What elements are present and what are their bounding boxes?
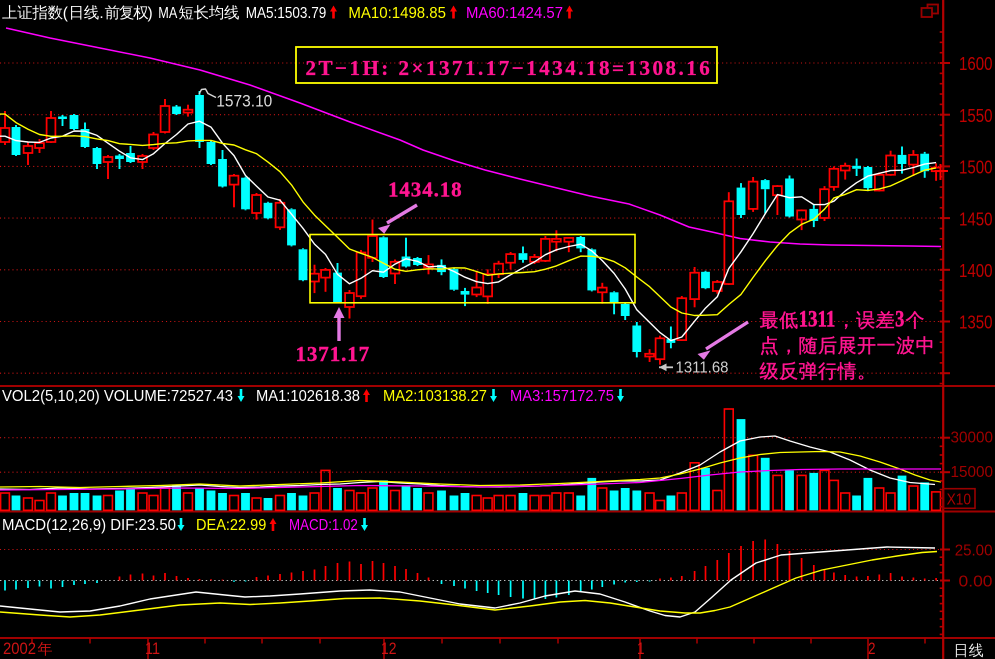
- svg-text:1600: 1600: [959, 53, 993, 74]
- svg-text:11: 11: [145, 640, 160, 658]
- svg-text:1434.18: 1434.18: [388, 178, 463, 202]
- svg-text:VOL2(5,10,20) VOLUME:72527.43: VOL2(5,10,20) VOLUME:72527.43: [2, 388, 233, 405]
- svg-text:(: (: [63, 5, 69, 22]
- svg-text:): ): [148, 5, 153, 22]
- svg-text:1573.10: 1573.10: [216, 91, 272, 110]
- svg-text:2: 2: [868, 640, 876, 658]
- svg-text:1400: 1400: [959, 260, 993, 281]
- svg-text:1500: 1500: [959, 157, 993, 178]
- svg-text:1371.17: 1371.17: [296, 342, 371, 366]
- svg-text:1550: 1550: [959, 105, 993, 126]
- svg-text:2002: 2002: [3, 640, 36, 658]
- svg-text:MA60:1424.57: MA60:1424.57: [466, 5, 563, 22]
- svg-text:MA1:102618.38: MA1:102618.38: [256, 388, 360, 405]
- svg-text:15000: 15000: [951, 464, 994, 481]
- svg-text:1311.68: 1311.68: [676, 360, 729, 377]
- svg-text:1: 1: [637, 640, 645, 658]
- svg-text:.: .: [99, 5, 103, 22]
- svg-text:3: 3: [895, 307, 904, 332]
- svg-text:MA10:1498.85: MA10:1498.85: [348, 5, 446, 22]
- svg-text:2T−1H: 2×1371.17−1434.18=1308.: 2T−1H: 2×1371.17−1434.18=1308.16: [306, 56, 713, 80]
- svg-text:MA5:1503.79: MA5:1503.79: [246, 5, 327, 22]
- svg-text:12: 12: [381, 640, 397, 658]
- svg-text:30000: 30000: [951, 429, 994, 446]
- svg-text:MA2:103138.27: MA2:103138.27: [383, 388, 487, 405]
- svg-text:MACD:1.02: MACD:1.02: [289, 517, 358, 534]
- svg-text:MA3:157172.75: MA3:157172.75: [510, 388, 614, 405]
- svg-text:1350: 1350: [959, 312, 993, 333]
- svg-text:25.00: 25.00: [955, 543, 993, 560]
- svg-text:MACD(12,26,9) DIF:23.50: MACD(12,26,9) DIF:23.50: [2, 517, 176, 534]
- svg-text:1311: 1311: [799, 307, 836, 332]
- svg-text:X10: X10: [947, 492, 972, 509]
- svg-text:1450: 1450: [959, 208, 993, 229]
- svg-text:DEA:22.99: DEA:22.99: [196, 517, 266, 534]
- svg-text:MA: MA: [158, 5, 178, 22]
- svg-text:0.00: 0.00: [959, 574, 993, 591]
